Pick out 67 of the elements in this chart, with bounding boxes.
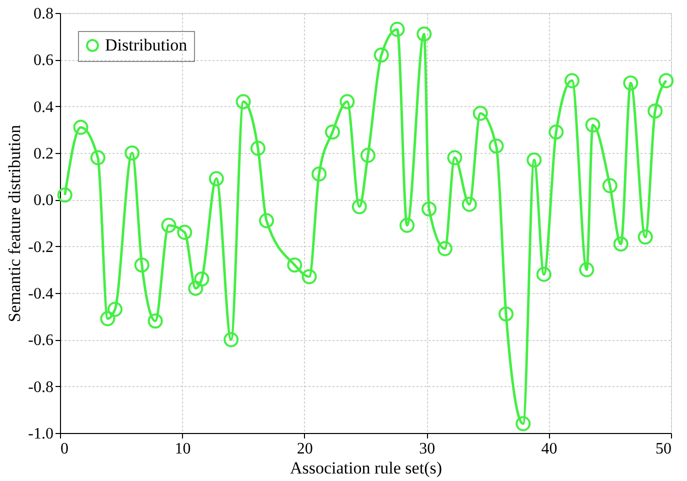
point [208,171,224,186]
y-tick-label: 0.4 [34,98,54,116]
point [462,196,477,212]
point [340,94,355,110]
point [194,271,210,287]
point [73,120,88,135]
point [100,311,116,326]
point [422,201,437,217]
point [90,150,106,166]
point [602,178,618,194]
y-tick-label: 0.8 [34,6,54,22]
x-tick-label: 50 [656,440,672,458]
point [488,138,504,154]
point [390,22,405,37]
point [324,124,340,140]
point [548,124,564,140]
point [161,218,176,233]
point [250,140,266,156]
point [564,73,580,88]
point [177,224,192,240]
point [447,150,462,166]
point [312,166,327,182]
point [638,229,653,245]
point [416,26,432,42]
y-tick-label: -0.2 [28,238,54,256]
y-tick-label: 0.2 [34,146,54,162]
point [224,332,239,348]
point [536,266,552,282]
point [259,213,274,228]
point [124,145,140,161]
point [579,262,594,278]
x-tick-label: 20 [296,440,313,458]
point [472,106,488,121]
point [400,218,415,233]
point [107,302,123,317]
x-axis-title: Association rule set(s) [290,458,442,478]
point [623,75,638,91]
point [352,199,367,214]
y-tick-label: -1.0 [28,426,54,442]
point [658,73,674,88]
point [236,94,251,110]
point [648,103,663,119]
point [516,416,531,432]
point [374,47,389,63]
y-tick-label: -0.6 [28,332,54,350]
x-tick-label: 10 [174,440,191,458]
x-tick-label: 0 [60,440,68,458]
point [526,152,542,168]
point [57,187,72,203]
y-tick-label: 0.0 [34,192,54,210]
point [302,269,317,284]
point [188,280,204,296]
y-tick-label: 0.6 [34,52,54,70]
point [287,257,302,273]
y-tick-label: -0.4 [28,286,54,302]
y-tick-label: -0.8 [28,378,54,396]
point [148,313,163,329]
point [437,241,452,256]
point [498,306,514,322]
y-axis-title: Semantic feature distribution [5,124,24,322]
point [613,236,628,252]
legend-label: Distribution [105,36,188,54]
point [134,257,150,273]
point [585,117,600,133]
point [360,148,376,163]
x-tick-label: 30 [419,440,436,458]
x-tick-label: 40 [541,440,558,458]
